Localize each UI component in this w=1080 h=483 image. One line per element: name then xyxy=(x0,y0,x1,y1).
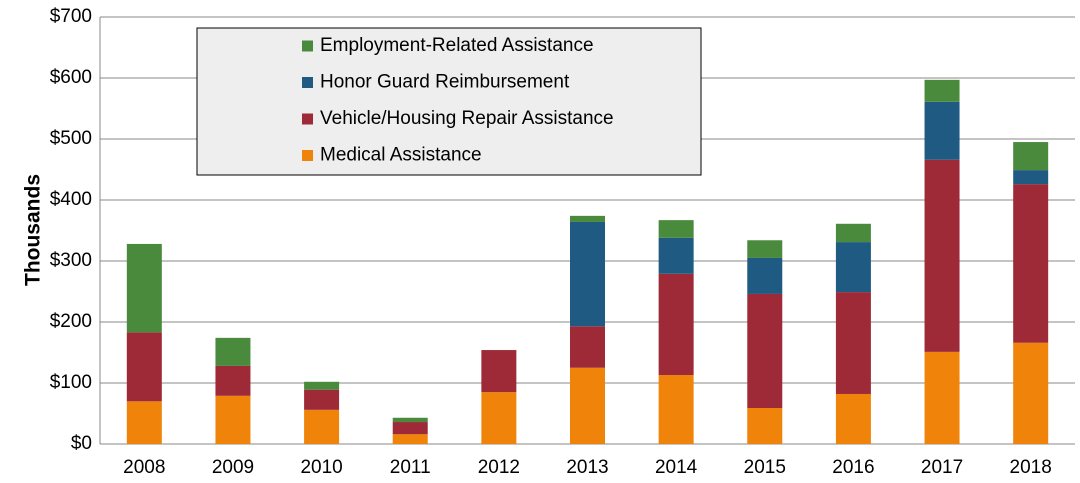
legend-swatch xyxy=(302,113,313,125)
bar-segment xyxy=(126,401,162,444)
legend-label: Medical Assistance xyxy=(320,145,482,166)
bar-segment xyxy=(835,393,871,444)
bar-segment xyxy=(924,351,960,444)
bar-segment xyxy=(924,101,960,160)
bar-segment xyxy=(570,221,605,327)
bar-segment xyxy=(658,273,694,376)
bar-segment xyxy=(747,240,783,258)
bar-segment xyxy=(392,417,428,423)
bar-segment xyxy=(747,257,783,294)
legend-box xyxy=(196,27,702,176)
legend-label: Employment-Related Assistance xyxy=(320,35,594,56)
legend-swatch xyxy=(302,77,313,88)
legend-label: Vehicle/Housing Repair Assistance xyxy=(320,108,614,129)
bar-segment xyxy=(215,395,251,444)
x-tick-label: 2018 xyxy=(1010,457,1052,478)
bar-segment xyxy=(1013,142,1049,171)
legend-label: Honor Guard Reimbursement xyxy=(320,72,570,93)
bar-segment xyxy=(481,350,517,393)
x-tick-label: 2015 xyxy=(744,457,786,478)
bar-segment xyxy=(924,79,960,102)
legend-swatch xyxy=(302,150,313,161)
y-tick-label: $100 xyxy=(50,372,92,393)
y-tick-label: $0 xyxy=(71,433,92,454)
bar-segment xyxy=(304,381,340,390)
y-tick-label: $400 xyxy=(50,189,92,210)
bar-segment xyxy=(835,292,871,394)
x-tick-label: 2008 xyxy=(123,457,165,478)
x-tick-label: 2013 xyxy=(566,457,608,478)
bar-segment xyxy=(835,223,871,243)
bar-segment xyxy=(215,337,251,366)
bar-segment xyxy=(747,408,783,444)
y-tick-label: $700 xyxy=(50,6,92,27)
bar-segment xyxy=(481,392,517,444)
x-tick-label: 2017 xyxy=(921,457,963,478)
bar-segment xyxy=(658,237,694,274)
y-tick-label: $300 xyxy=(50,250,92,271)
bar-segment xyxy=(304,389,340,410)
x-tick-label: 2009 xyxy=(212,457,254,478)
bar-segment xyxy=(392,434,428,444)
x-tick-label: 2010 xyxy=(300,457,342,478)
bar-segment xyxy=(1013,170,1049,185)
y-tick-label: $500 xyxy=(50,128,92,149)
bar-segment xyxy=(215,365,251,396)
bar-segment xyxy=(658,375,694,444)
bar-segment xyxy=(1013,342,1049,444)
bar-segment xyxy=(392,422,428,435)
bar-segment xyxy=(126,243,162,333)
bar-segment xyxy=(304,409,340,444)
bar-segment xyxy=(570,215,605,222)
y-axis-label: Thousands xyxy=(22,174,45,286)
bar-segment xyxy=(570,367,605,444)
y-tick-label: $200 xyxy=(50,311,92,332)
bar-segment xyxy=(1013,184,1049,343)
legend-swatch xyxy=(302,40,313,52)
x-tick-label: 2014 xyxy=(655,457,698,478)
x-tick-label: 2011 xyxy=(390,457,431,478)
x-tick-label: 2016 xyxy=(832,457,874,478)
bar-segment xyxy=(835,242,871,293)
bar-segment xyxy=(924,159,960,352)
bar-segment xyxy=(570,326,605,368)
y-tick-label: $600 xyxy=(50,67,92,88)
bar-segment xyxy=(658,220,694,238)
x-tick-label: 2012 xyxy=(478,457,520,478)
bar-segment xyxy=(126,332,162,402)
bar-segment xyxy=(747,293,783,409)
